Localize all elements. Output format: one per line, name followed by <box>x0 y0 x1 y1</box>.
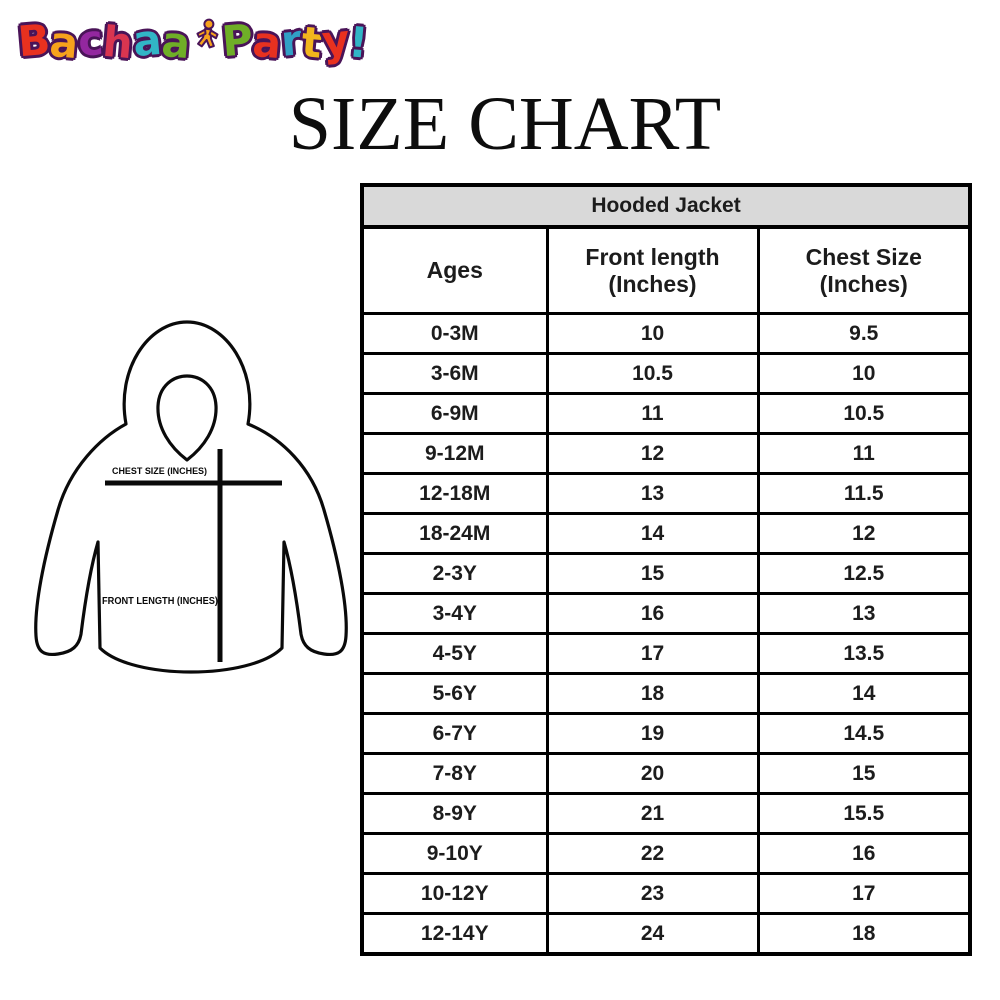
logo-letter: a <box>159 16 185 68</box>
hoodie-outline <box>34 320 348 674</box>
front-length-cell: 23 <box>545 872 760 915</box>
front-length-cell: 10 <box>545 312 760 355</box>
age-cell: 6-7Y <box>360 712 549 755</box>
chest-size-cell: 13 <box>756 592 972 635</box>
column-header-text: Front length <box>585 243 720 270</box>
table-row: 18-24M 14 12 <box>360 512 972 555</box>
chest-size-cell: 14 <box>756 672 972 715</box>
front-length-cell: 11 <box>545 392 760 435</box>
table-row: 5-6Y 18 14 <box>360 672 972 715</box>
logo-letter: h <box>100 16 129 68</box>
chest-size-cell: 17 <box>756 872 972 915</box>
age-cell: 18-24M <box>360 512 549 555</box>
table-row: 6-7Y 19 14.5 <box>360 712 972 755</box>
table-row: 12-18M 13 11.5 <box>360 472 972 515</box>
table-row: 12-14Y 24 18 <box>360 912 972 956</box>
chest-size-cell: 11 <box>756 432 972 475</box>
table-row: 10-12Y 23 17 <box>360 872 972 915</box>
age-cell: 5-6Y <box>360 672 549 715</box>
column-header-ages: Ages <box>360 225 549 315</box>
chest-size-cell: 14.5 <box>756 712 972 755</box>
front-length-cell: 16 <box>545 592 760 635</box>
child-figure-icon <box>191 16 222 58</box>
chest-size-cell: 10 <box>756 352 972 395</box>
size-table: Hooded Jacket Ages Front length (Inches)… <box>360 183 973 956</box>
column-header-text: (Inches) <box>608 270 697 297</box>
chest-size-cell: 15.5 <box>756 792 972 835</box>
hoodie-diagram: CHEST SIZE (INCHES) FRONT LENGTH (INCHES… <box>20 310 360 690</box>
chest-size-cell: 9.5 <box>756 312 972 355</box>
size-table-body: 0-3M 10 9.5 3-6M 10.5 10 6-9M 11 10.5 9-12M 12 11 12… <box>360 312 972 956</box>
chest-size-cell: 12.5 <box>756 552 972 595</box>
age-cell: 12-18M <box>360 472 549 515</box>
chest-size-cell: 11.5 <box>756 472 972 515</box>
age-cell: 3-6M <box>360 352 549 395</box>
chest-size-label: CHEST SIZE (INCHES) <box>112 466 207 477</box>
column-header-text: Ages <box>426 257 483 283</box>
hood-opening <box>156 374 218 462</box>
table-title-row: Hooded Jacket <box>360 183 972 229</box>
front-length-cell: 21 <box>545 792 760 835</box>
table-header-row: Ages Front length (Inches) Chest Size (I… <box>360 225 972 315</box>
table-row: 9-12M 12 11 <box>360 432 972 475</box>
age-cell: 10-12Y <box>360 872 549 915</box>
front-length-cell: 20 <box>545 752 760 795</box>
chest-size-cell: 15 <box>756 752 972 795</box>
front-length-cell: 14 <box>545 512 760 555</box>
chest-size-cell: 16 <box>756 832 972 875</box>
age-cell: 7-8Y <box>360 752 549 795</box>
table-row: 8-9Y 21 15.5 <box>360 792 972 835</box>
age-cell: 2-3Y <box>360 552 549 595</box>
logo-letter: ! <box>346 17 364 68</box>
front-length-cell: 17 <box>545 632 760 675</box>
chest-size-cell: 12 <box>756 512 972 555</box>
age-cell: 9-10Y <box>360 832 549 875</box>
front-length-cell: 22 <box>545 832 760 875</box>
age-cell: 6-9M <box>360 392 549 435</box>
table-row: 3-4Y 16 13 <box>360 592 972 635</box>
age-cell: 9-12M <box>360 432 549 475</box>
front-length-cell: 10.5 <box>545 352 760 395</box>
chest-size-cell: 13.5 <box>756 632 972 675</box>
column-header-front-length: Front length (Inches) <box>545 225 760 315</box>
chest-size-cell: 10.5 <box>756 392 972 435</box>
age-cell: 12-14Y <box>360 912 549 956</box>
table-row: 2-3Y 15 12.5 <box>360 552 972 595</box>
front-length-cell: 19 <box>545 712 760 755</box>
age-cell: 0-3M <box>360 312 549 355</box>
table-row: 3-6M 10.5 10 <box>360 352 972 395</box>
table-row: 0-3M 10 9.5 <box>360 312 972 355</box>
table-row: 7-8Y 20 15 <box>360 752 972 795</box>
front-length-cell: 15 <box>545 552 760 595</box>
page-title: SIZE CHART <box>288 82 722 166</box>
front-length-cell: 13 <box>545 472 760 515</box>
column-header-text: (Inches) <box>819 270 908 297</box>
table-row: 6-9M 11 10.5 <box>360 392 972 435</box>
front-length-cell: 24 <box>545 912 760 956</box>
table-title: Hooded Jacket <box>360 183 972 229</box>
column-header-chest-size: Chest Size (Inches) <box>756 225 972 315</box>
front-length-cell: 18 <box>545 672 760 715</box>
table-row: 4-5Y 17 13.5 <box>360 632 972 675</box>
chest-size-cell: 18 <box>756 912 972 956</box>
age-cell: 4-5Y <box>360 632 549 675</box>
logo-letter: a <box>250 16 276 68</box>
table-row: 9-10Y 22 16 <box>360 832 972 875</box>
age-cell: 8-9Y <box>360 792 549 835</box>
front-length-label: FRONT LENGTH (INCHES) <box>102 595 218 607</box>
age-cell: 3-4Y <box>360 592 549 635</box>
column-header-text: Chest Size <box>805 243 922 270</box>
front-length-cell: 12 <box>545 432 760 475</box>
